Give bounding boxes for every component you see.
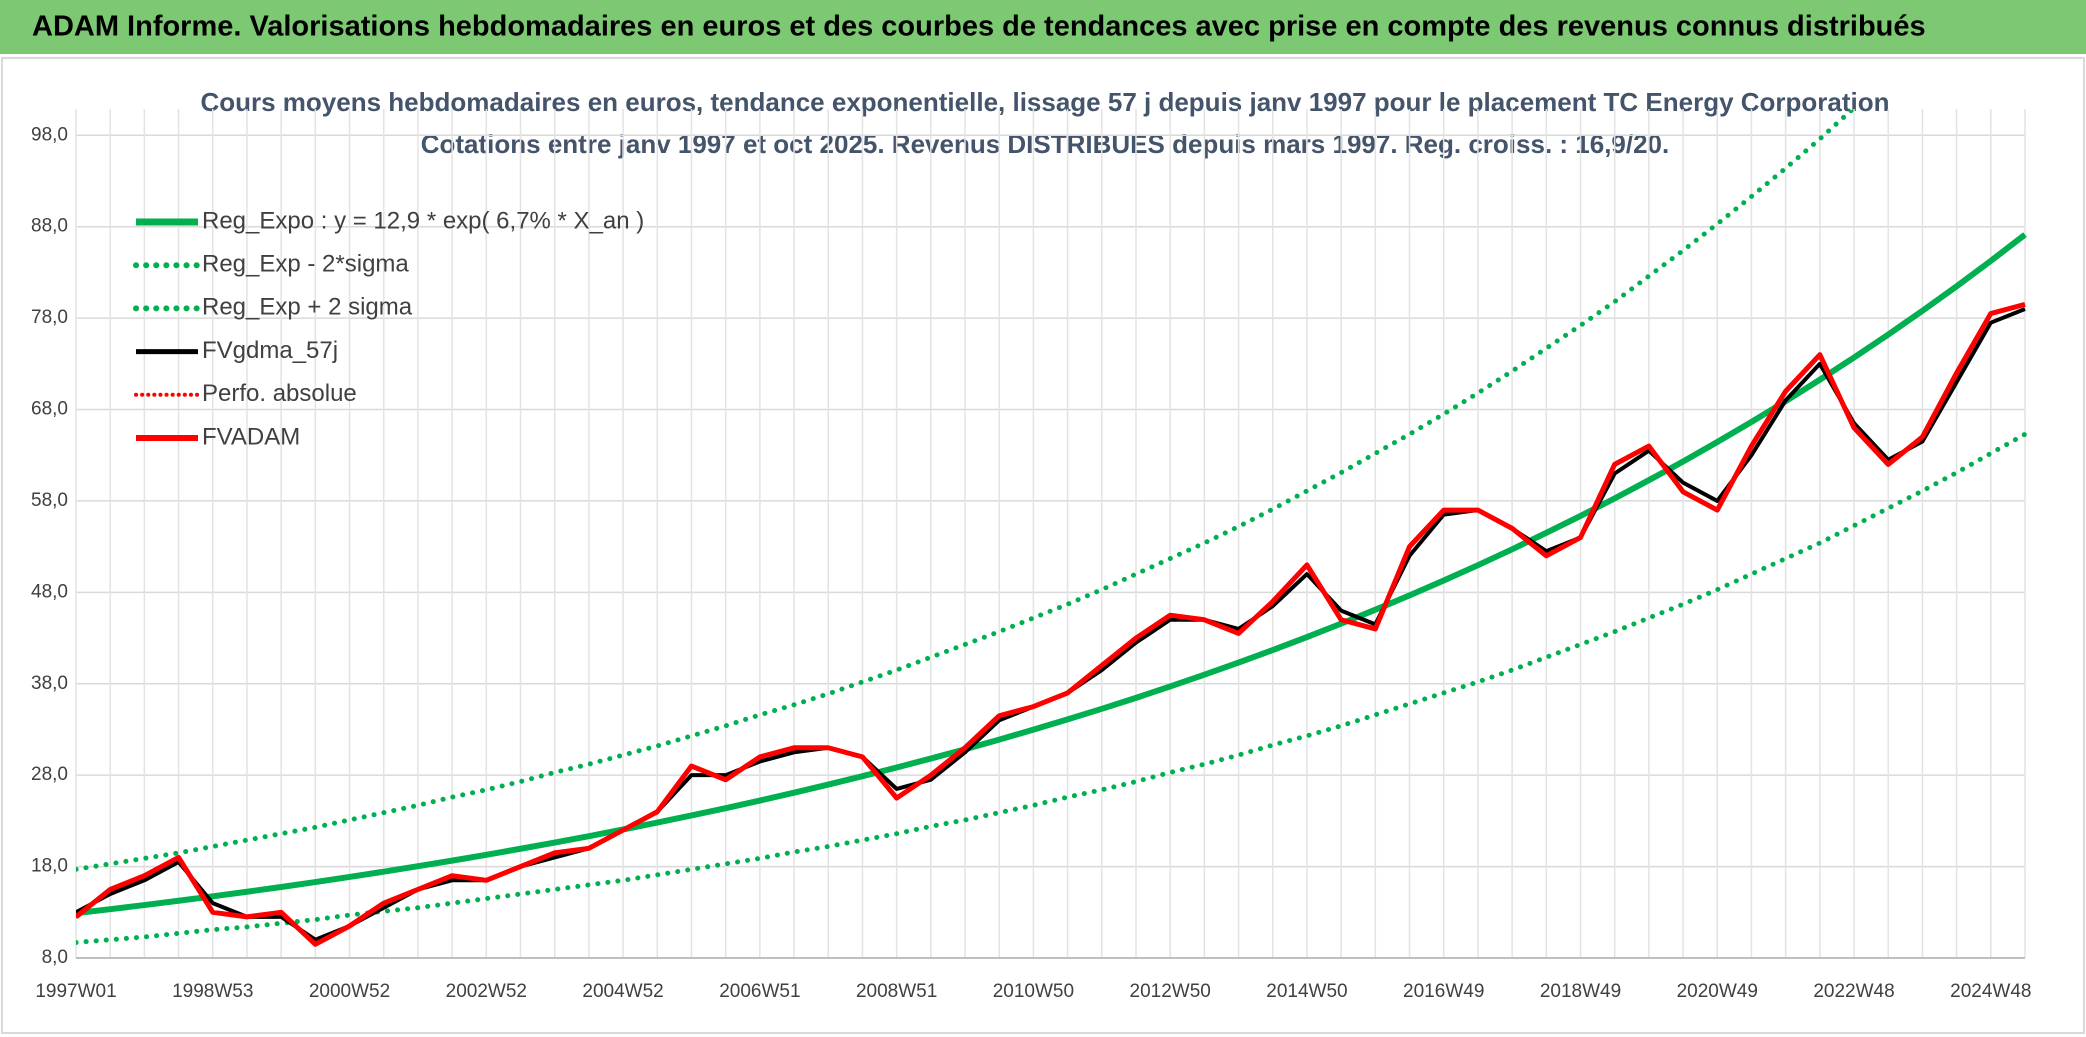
grid: 8,0 18,0 28,0 38,0 48,0 58,0 68,0 78,0 88,0 98,0 1… xyxy=(31,109,2031,1002)
y-tick-label: 78,0 xyxy=(31,307,68,328)
header-bar xyxy=(0,0,2086,54)
series-line xyxy=(76,301,2026,947)
x-tick-label: 1997W01 xyxy=(35,981,116,1002)
x-tick-label: 2004W52 xyxy=(582,981,663,1002)
x-tick-label: 2018W49 xyxy=(1540,981,1621,1002)
x-tick-label: 2002W52 xyxy=(446,981,527,1002)
series-line xyxy=(76,110,1856,872)
legend-label: Reg_Exp - 2*sigma xyxy=(202,251,409,278)
x-tick-label: 2024W48 xyxy=(1950,981,2031,1002)
y-tick-label: 68,0 xyxy=(31,399,68,420)
x-tick-label: 2012W50 xyxy=(1130,981,1211,1002)
y-tick-label: 38,0 xyxy=(31,673,68,694)
y-tick-label: 88,0 xyxy=(31,216,68,237)
x-tick-label: 2010W50 xyxy=(993,981,1074,1002)
x-tick-label: 2006W51 xyxy=(719,981,800,1002)
y-tick-label: 58,0 xyxy=(31,490,68,511)
chart-title: Cours moyens hebdomadaires en euros, ten… xyxy=(200,87,1889,117)
y-tick-label: 48,0 xyxy=(31,581,68,602)
x-tick-label: 2014W50 xyxy=(1266,981,1347,1002)
x-tick-label: 2022W48 xyxy=(1813,981,1894,1002)
series-line xyxy=(76,307,2026,942)
x-tick-label: 2020W49 xyxy=(1677,981,1758,1002)
x-tick-label: 2008W51 xyxy=(856,981,937,1002)
y-tick-label: 28,0 xyxy=(31,764,68,785)
x-tick-label: 2016W49 xyxy=(1403,981,1484,1002)
y-tick-label: 98,0 xyxy=(31,124,68,145)
x-tick-label: 2000W52 xyxy=(309,981,390,1002)
legend-label: Perfo. absolue xyxy=(202,380,357,407)
chart-border xyxy=(1,57,2085,1034)
series-line xyxy=(76,232,2027,917)
y-tick-label: 18,0 xyxy=(31,856,68,877)
legend-label: Reg_Expo : y = 12,9 * exp( 6,7% * X_an ) xyxy=(202,207,644,234)
plot xyxy=(76,110,2028,947)
series-line xyxy=(76,302,2027,947)
header-title: ADAM Informe. Valorisations hebdomadaire… xyxy=(32,11,1926,43)
chart-subtitle: Cotations entre janv 1997 et oct 2025. R… xyxy=(421,129,1670,159)
legend-label: FVADAM xyxy=(202,423,300,450)
legend-label: Reg_Exp + 2 sigma xyxy=(202,294,413,321)
legend-label: FVgdma_57j xyxy=(202,337,338,364)
x-tick-label: 1998W53 xyxy=(172,981,253,1002)
y-tick-label: 8,0 xyxy=(42,947,68,968)
series-line xyxy=(76,431,2028,945)
legend: Reg_Expo : y = 12,9 * exp( 6,7% * X_an )… xyxy=(133,207,644,450)
